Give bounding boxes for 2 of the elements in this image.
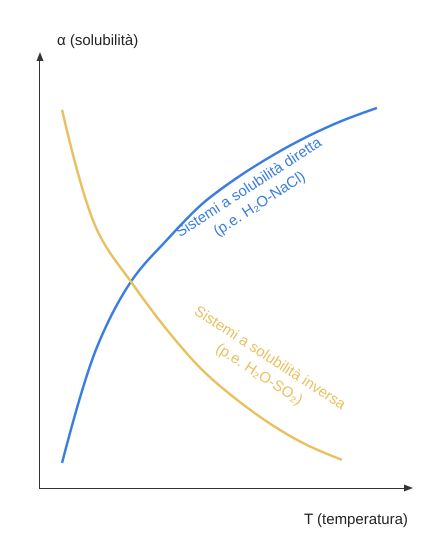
y-axis-title: α (solubilità): [57, 32, 138, 49]
x-axis-title: T (temperatura): [304, 511, 408, 528]
